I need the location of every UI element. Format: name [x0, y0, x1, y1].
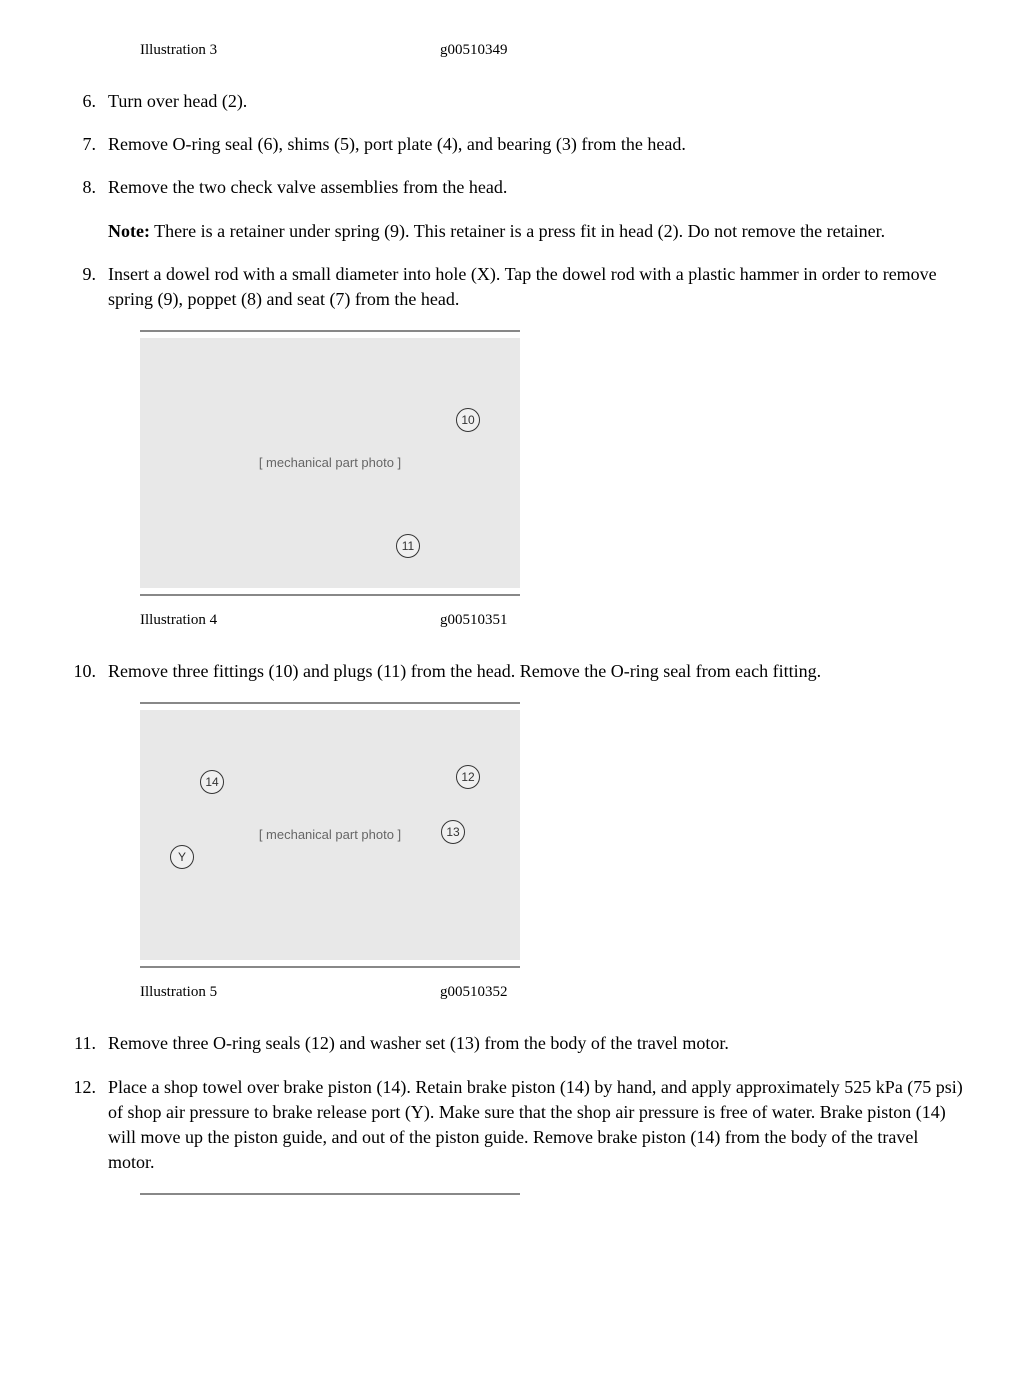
- callout-14: 14: [200, 770, 224, 794]
- illus3-code: g00510349: [440, 40, 508, 61]
- step-body: Remove the two check valve assemblies fr…: [108, 175, 964, 243]
- figure-rule: [140, 594, 520, 596]
- illus3-label: Illustration 3: [140, 40, 440, 61]
- callout-13: 13: [441, 820, 465, 844]
- step-text: Remove the two check valve assemblies fr…: [108, 177, 507, 197]
- figure-alt: [ mechanical part photo ]: [259, 826, 401, 844]
- figure-next: [140, 1193, 964, 1195]
- illus5-code: g00510352: [440, 982, 508, 1003]
- figure-5: [ mechanical part photo ] 14 12 13 Y: [140, 702, 964, 968]
- step-text: Remove O-ring seal (6), shims (5), port …: [108, 132, 964, 157]
- step-8: 8. Remove the two check valve assemblies…: [60, 175, 964, 243]
- note-text: There is a retainer under spring (9). Th…: [150, 221, 885, 241]
- figure-alt: [ mechanical part photo ]: [259, 454, 401, 472]
- note-label: Note:: [108, 221, 150, 241]
- step-8-note: Note: There is a retainer under spring (…: [108, 219, 964, 244]
- illustration-3-caption: Illustration 3 g00510349: [140, 40, 964, 61]
- step-7: 7. Remove O-ring seal (6), shims (5), po…: [60, 132, 964, 157]
- step-10: 10. Remove three fittings (10) and plugs…: [60, 659, 964, 684]
- callout-12: 12: [456, 765, 480, 789]
- step-text: Turn over head (2).: [108, 89, 964, 114]
- illus4-label: Illustration 4: [140, 610, 440, 631]
- figure-5-image: [ mechanical part photo ] 14 12 13 Y: [140, 710, 520, 960]
- illustration-4-caption: Illustration 4 g00510351: [140, 610, 964, 631]
- illustration-5-caption: Illustration 5 g00510352: [140, 982, 964, 1003]
- steps-list-cont: 10. Remove three fittings (10) and plugs…: [60, 659, 964, 684]
- step-num: 12.: [60, 1075, 108, 1176]
- step-text: Remove three fittings (10) and plugs (11…: [108, 659, 964, 684]
- step-num: 8.: [60, 175, 108, 243]
- step-9: 9. Insert a dowel rod with a small diame…: [60, 262, 964, 312]
- callout-11: 11: [396, 534, 420, 558]
- step-12: 12. Place a shop towel over brake piston…: [60, 1075, 964, 1176]
- step-num: 7.: [60, 132, 108, 157]
- figure-rule: [140, 330, 520, 332]
- step-11: 11. Remove three O-ring seals (12) and w…: [60, 1031, 964, 1056]
- steps-list-cont2: 11. Remove three O-ring seals (12) and w…: [60, 1031, 964, 1175]
- figure-4-image: [ mechanical part photo ] 10 11: [140, 338, 520, 588]
- step-num: 10.: [60, 659, 108, 684]
- step-text: Place a shop towel over brake piston (14…: [108, 1075, 964, 1176]
- figure-rule: [140, 966, 520, 968]
- step-num: 9.: [60, 262, 108, 312]
- figure-rule: [140, 702, 520, 704]
- figure-4: [ mechanical part photo ] 10 11: [140, 330, 964, 596]
- step-6: 6. Turn over head (2).: [60, 89, 964, 114]
- illus4-code: g00510351: [440, 610, 508, 631]
- steps-list: 6. Turn over head (2). 7. Remove O-ring …: [60, 89, 964, 312]
- figure-rule: [140, 1193, 520, 1195]
- callout-Y: Y: [170, 845, 194, 869]
- step-text: Remove three O-ring seals (12) and washe…: [108, 1031, 964, 1056]
- illus5-label: Illustration 5: [140, 982, 440, 1003]
- step-text: Insert a dowel rod with a small diameter…: [108, 262, 964, 312]
- callout-10: 10: [456, 408, 480, 432]
- step-num: 6.: [60, 89, 108, 114]
- step-num: 11.: [60, 1031, 108, 1056]
